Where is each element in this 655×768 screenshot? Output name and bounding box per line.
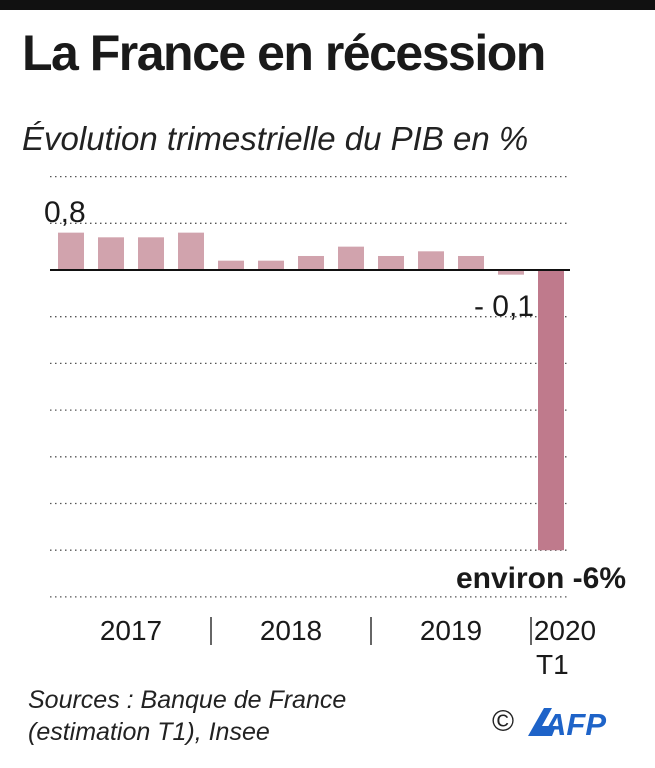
x-axis-labels: 2017 2018 2019 2020: [100, 615, 596, 646]
afp-logo-text: AFP: [543, 707, 606, 742]
bar-2018-t4: [338, 246, 364, 270]
data-label-first: 0,8: [44, 196, 86, 229]
chart-title: La France en récession: [22, 25, 546, 81]
bar-2018-t3: [298, 255, 324, 270]
bar-2017-t2: [98, 237, 124, 270]
year-label-2018: 2018: [260, 615, 322, 646]
grid-lines: [50, 175, 570, 598]
data-label-second-last: - 0,1: [474, 290, 534, 323]
bar-2018-t1: [218, 260, 244, 270]
afp-credit: © AFP: [492, 702, 610, 743]
year-label-2017: 2017: [100, 615, 162, 646]
bar-2019-t1: [378, 255, 404, 270]
source-line-1: Sources : Banque de France: [28, 686, 347, 714]
bar-2017-t4: [178, 232, 204, 270]
bar-2017-t3: [138, 237, 164, 270]
bars: [58, 232, 564, 551]
quarter-label-t1: T1: [536, 649, 569, 680]
afp-logo: AFP: [528, 707, 606, 742]
bar-2019-t2: [418, 251, 444, 270]
year-label-2020: 2020: [534, 615, 596, 646]
source-line-2: (estimation T1), Insee: [28, 718, 270, 746]
bar-2019-t3: [458, 255, 484, 270]
top-bar: [0, 0, 655, 10]
bar-2018-t2: [258, 260, 284, 270]
bar-2020-t1: [538, 270, 564, 551]
source-note: Sources : Banque de France (estimation T…: [28, 684, 346, 748]
copyright-icon: ©: [492, 705, 515, 738]
chart-subtitle: Évolution trimestrielle du PIB en %: [22, 120, 529, 157]
data-label-last: environ -6%: [456, 562, 626, 595]
bar-2017-t1: [58, 232, 84, 270]
year-label-2019: 2019: [420, 615, 482, 646]
bar-2019-t4: [498, 270, 524, 275]
